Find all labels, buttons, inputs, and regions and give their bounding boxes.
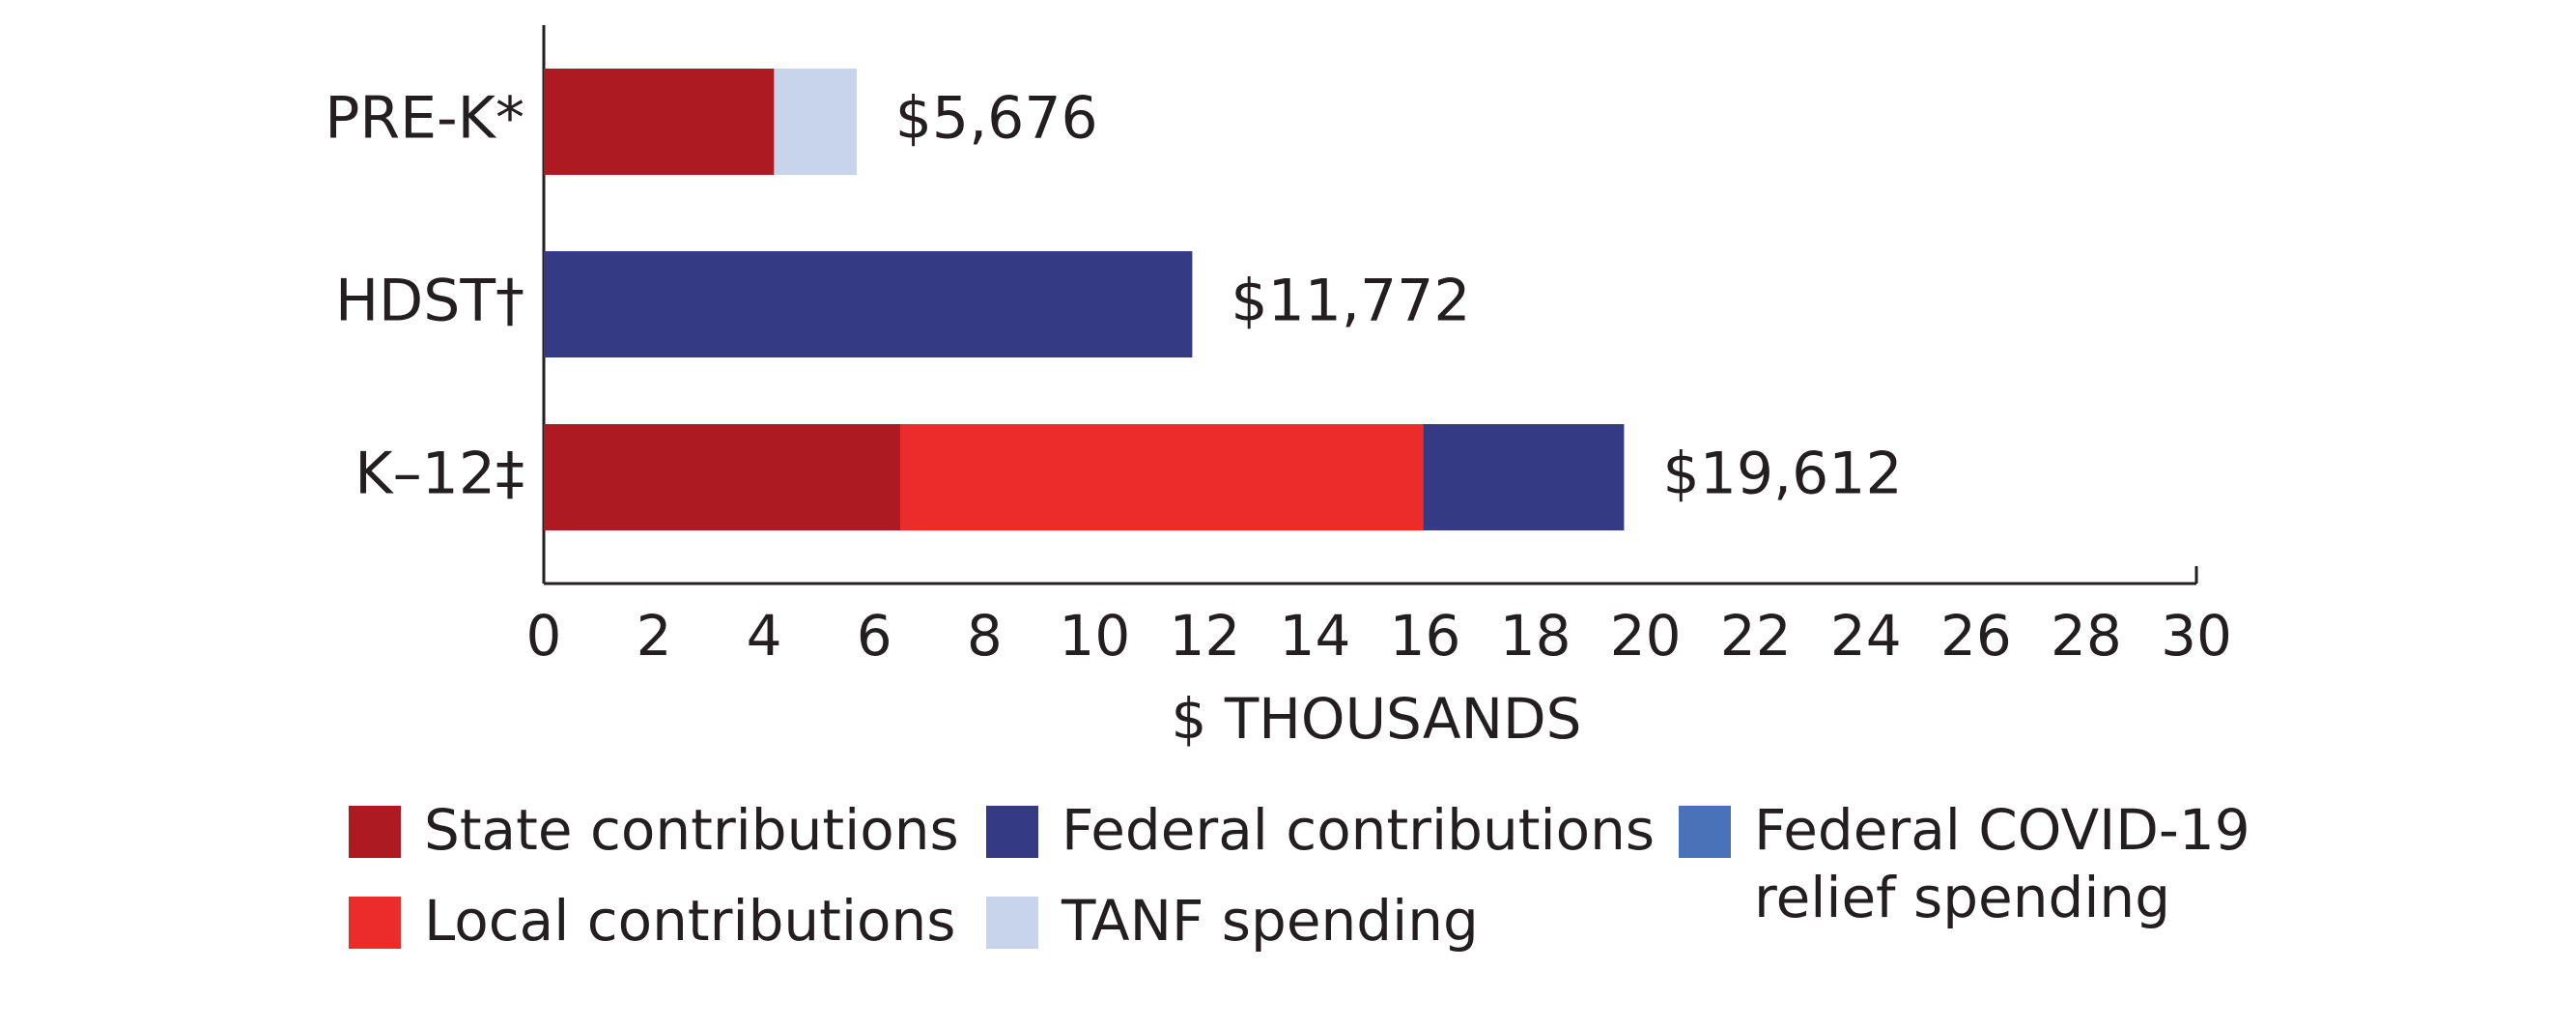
total-label: $5,676 [895,85,1098,153]
x-tick-label: 20 [1610,603,1682,669]
bar-segment [544,424,901,530]
x-tick-label: 24 [1830,603,1902,669]
x-tick-label: 2 [637,603,672,669]
x-tick-label: 4 [747,603,782,669]
category-label: HDST† [335,268,524,335]
x-tick-label: 14 [1280,603,1351,669]
x-tick-label: 10 [1059,603,1130,669]
x-axis-title: $ THOUSANDS [1172,686,1582,752]
category-label: PRE-K* [325,85,524,153]
bar-segment [544,69,775,175]
x-tick-label: 12 [1169,603,1240,669]
bar-segment [774,69,857,175]
x-tick-label: 22 [1720,603,1792,669]
bar-segment [544,251,1193,357]
x-tick-label: 26 [1940,603,2012,669]
x-tick-label: 0 [526,603,562,669]
x-tick-label: 30 [2161,603,2232,669]
x-tick-label: 18 [1500,603,1571,669]
x-tick-label: 8 [967,603,1003,669]
x-tick-label: 16 [1390,603,1461,669]
x-tick-label: 6 [857,603,892,669]
category-label: K–12‡ [354,441,524,508]
x-tick-label: 28 [2051,603,2122,669]
total-label: $11,772 [1231,268,1470,335]
total-label: $19,612 [1663,441,1903,508]
bar-segment [1423,424,1625,530]
bar-segment [900,424,1424,530]
